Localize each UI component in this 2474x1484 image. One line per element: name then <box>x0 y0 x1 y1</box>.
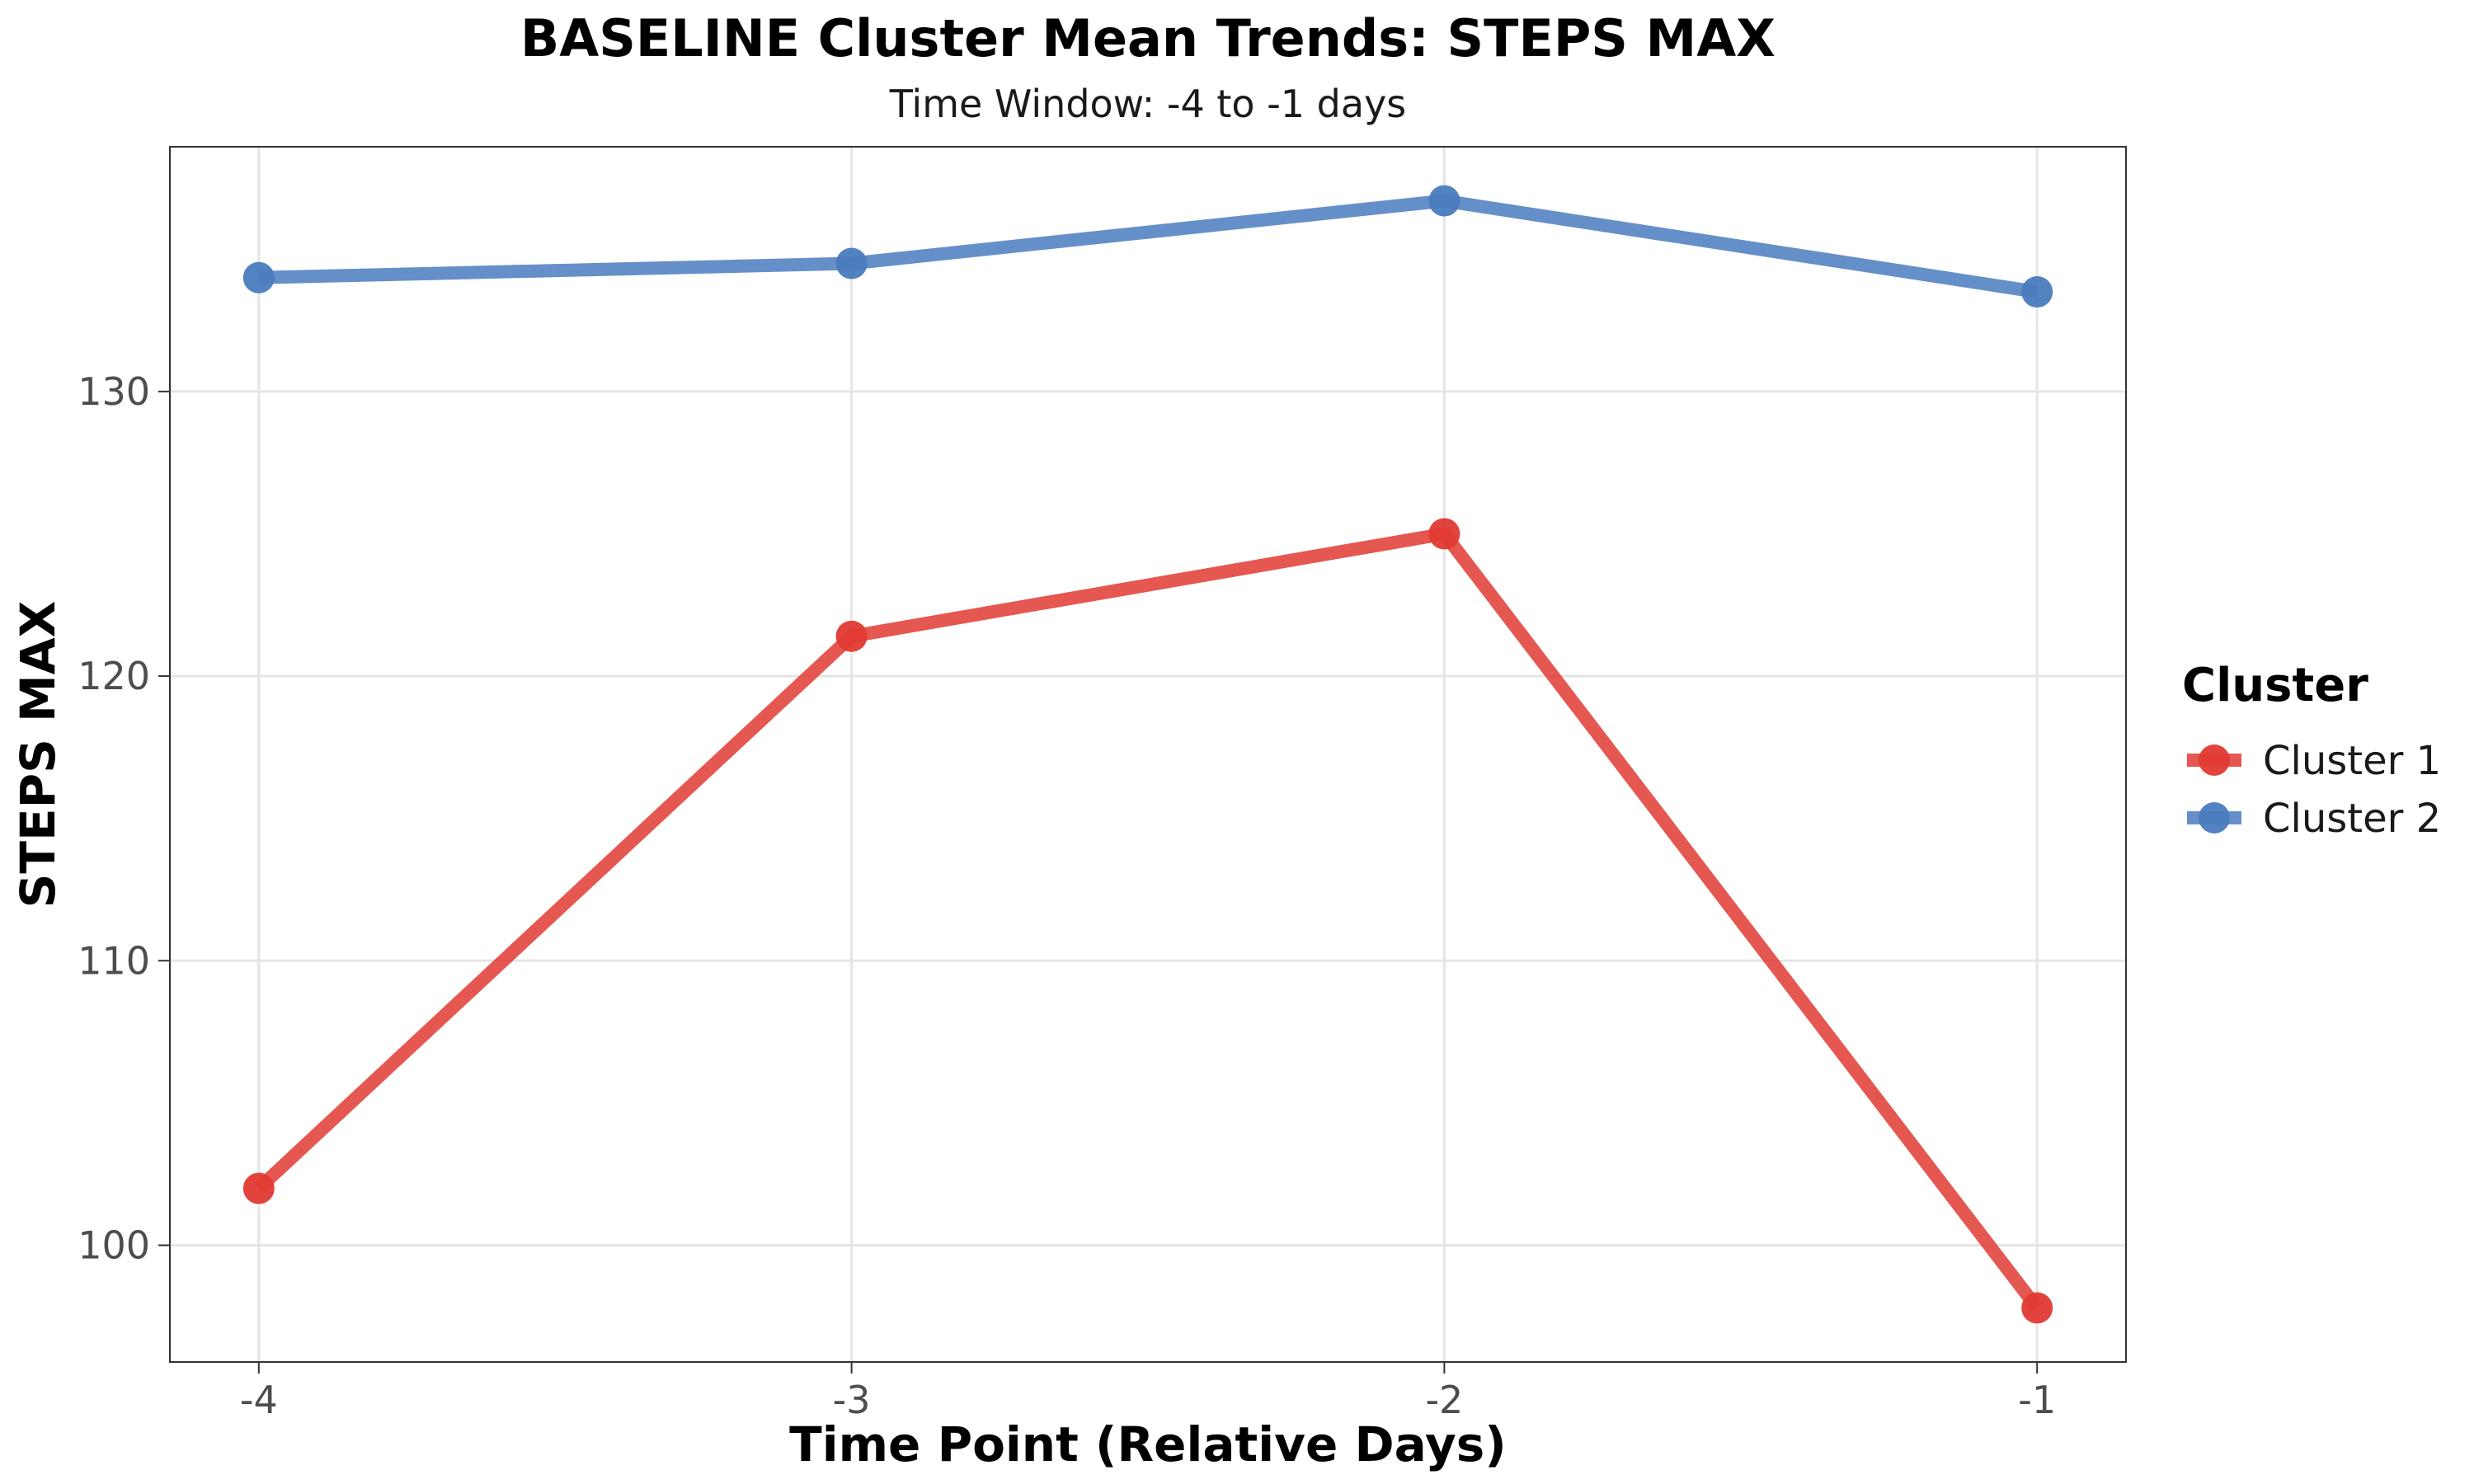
x-tick-label: -4 <box>240 1378 278 1422</box>
legend-item-cluster-1: Cluster 1 <box>2187 738 2441 784</box>
data-point-cluster-1 <box>835 620 868 652</box>
data-point-cluster-1 <box>1428 518 1460 550</box>
series-line-cluster-2 <box>258 194 2039 298</box>
series-line-cluster-1 <box>254 527 2043 1313</box>
data-point-cluster-2 <box>242 261 275 294</box>
y-tick-label: 100 <box>78 1223 150 1267</box>
x-tick-label: -3 <box>833 1378 871 1422</box>
y-tick-label: 130 <box>78 369 150 414</box>
y-tick-label: 110 <box>78 938 150 983</box>
legend-title: Cluster <box>2182 659 2368 712</box>
data-point-cluster-2 <box>2021 276 2053 308</box>
data-point-cluster-2 <box>835 247 868 279</box>
legend-label: Cluster 1 <box>2263 738 2441 784</box>
data-points <box>242 185 2053 1324</box>
data-point-cluster-1 <box>2021 1292 2053 1324</box>
data-point-cluster-2 <box>1428 185 1460 217</box>
legend-key-point <box>2199 744 2230 776</box>
legend-label: Cluster 2 <box>2263 796 2441 842</box>
legend: Cluster 1 Cluster 2 <box>2187 738 2441 842</box>
chart-subtitle: Time Window: -4 to -1 days <box>889 82 1407 126</box>
plot-panel-border <box>169 146 2127 1363</box>
y-axis-title: STEPS MAX <box>10 601 66 909</box>
x-axis-ticks: -4 -3 -2 -1 <box>240 1362 2056 1422</box>
y-tick-label: 120 <box>78 654 150 698</box>
legend-key-point <box>2199 802 2230 834</box>
legend-item-cluster-2: Cluster 2 <box>2187 796 2441 842</box>
grid-lines <box>170 147 2126 1362</box>
y-axis-ticks: 100 110 120 130 <box>78 369 170 1267</box>
x-tick-label: -2 <box>1425 1378 1463 1422</box>
x-tick-label: -1 <box>2018 1378 2056 1422</box>
data-point-cluster-1 <box>242 1172 275 1205</box>
series-lines <box>254 194 2043 1313</box>
x-axis-title: Time Point (Relative Days) <box>789 1416 1507 1472</box>
chart-title: BASELINE Cluster Mean Trends: STEPS MAX <box>520 8 1776 68</box>
